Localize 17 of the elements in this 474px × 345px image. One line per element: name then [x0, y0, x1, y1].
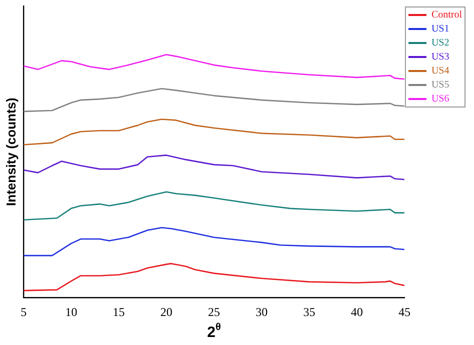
x-tick-label: 45: [398, 304, 410, 319]
legend-label: US4: [431, 66, 450, 77]
x-tick-label: 15: [112, 304, 125, 319]
x-tick-label: 5: [20, 304, 27, 319]
legend-label: Control: [431, 10, 462, 21]
y-axis-title: Intensity (counts): [3, 98, 18, 206]
legend-label: US1: [431, 24, 450, 35]
legend-label: US2: [431, 38, 450, 49]
legend-label: US5: [431, 80, 450, 91]
legend-label: US6: [431, 94, 450, 105]
x-tick-label: 10: [65, 304, 78, 319]
x-tick-label: 40: [350, 304, 363, 319]
legend-label: US3: [431, 52, 450, 63]
x-tick-label: 30: [256, 304, 268, 319]
x-tick-label: 35: [303, 304, 316, 319]
x-tick-label: 25: [208, 304, 220, 319]
x-tick-label: 20: [160, 304, 172, 319]
